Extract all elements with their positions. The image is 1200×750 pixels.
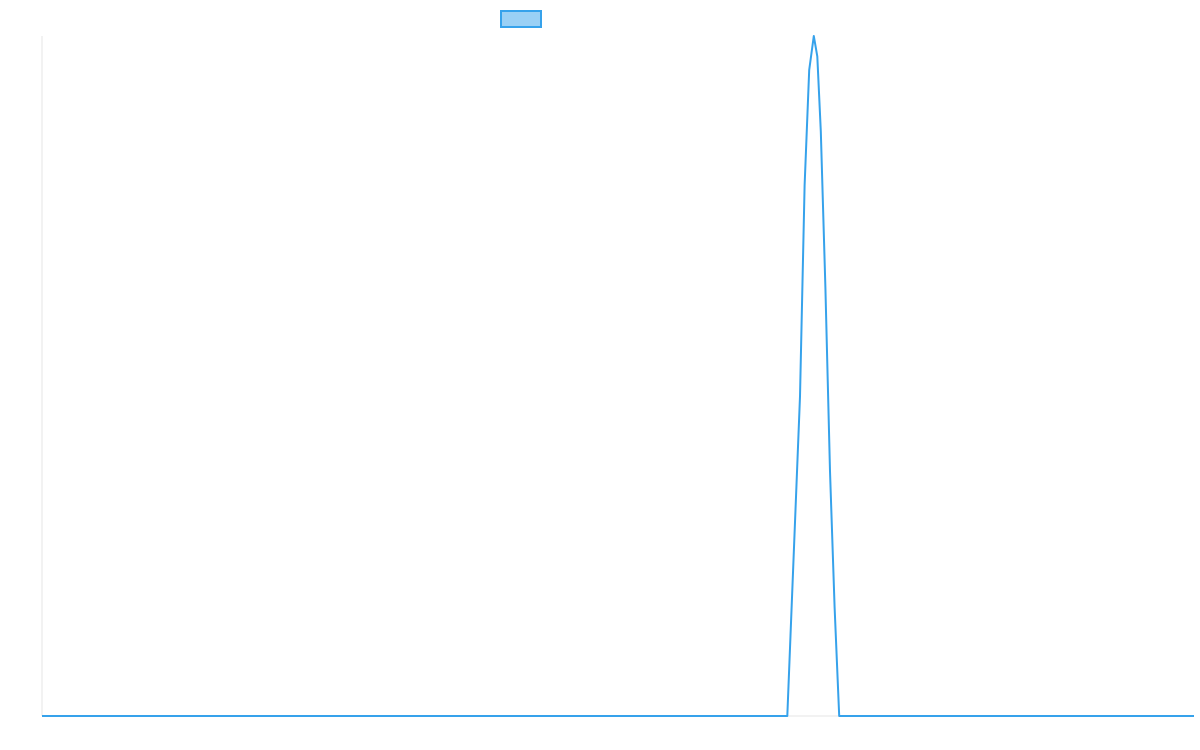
legend-swatch[interactable] (500, 10, 542, 28)
series-line-0 (42, 35, 1194, 717)
chart-axes (41, 36, 1194, 717)
chart-series (42, 35, 1194, 717)
